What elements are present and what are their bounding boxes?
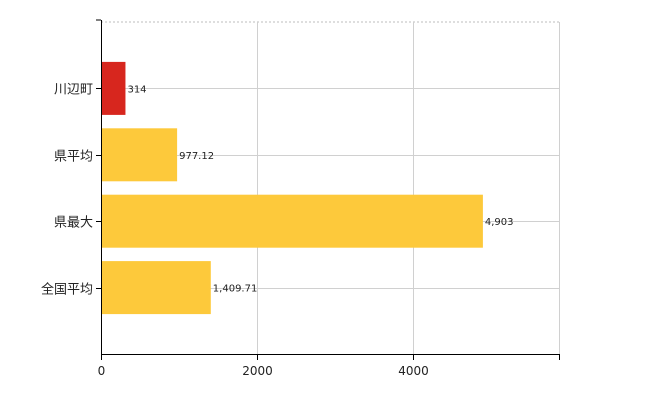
x-tick-label: 2000: [242, 364, 273, 378]
x-tick-label: 0: [98, 364, 106, 378]
data-label: 1,409.71: [213, 284, 258, 295]
data-label: 4,903: [485, 217, 514, 228]
bars: [101, 61, 483, 315]
x-tick-label: 4000: [398, 364, 429, 378]
bar-1: [101, 61, 126, 115]
category-label: 県最大: [54, 216, 93, 231]
bar-2: [101, 128, 178, 182]
axes: [96, 19, 560, 360]
data-label: 314: [127, 84, 146, 95]
category-label: 全国平均: [41, 282, 93, 298]
category-label: 県平均: [54, 150, 93, 165]
category-label: 川辺町: [54, 83, 93, 98]
data-label: 977.12: [179, 151, 214, 162]
bar-4: [101, 261, 211, 315]
bar-3: [101, 194, 483, 248]
